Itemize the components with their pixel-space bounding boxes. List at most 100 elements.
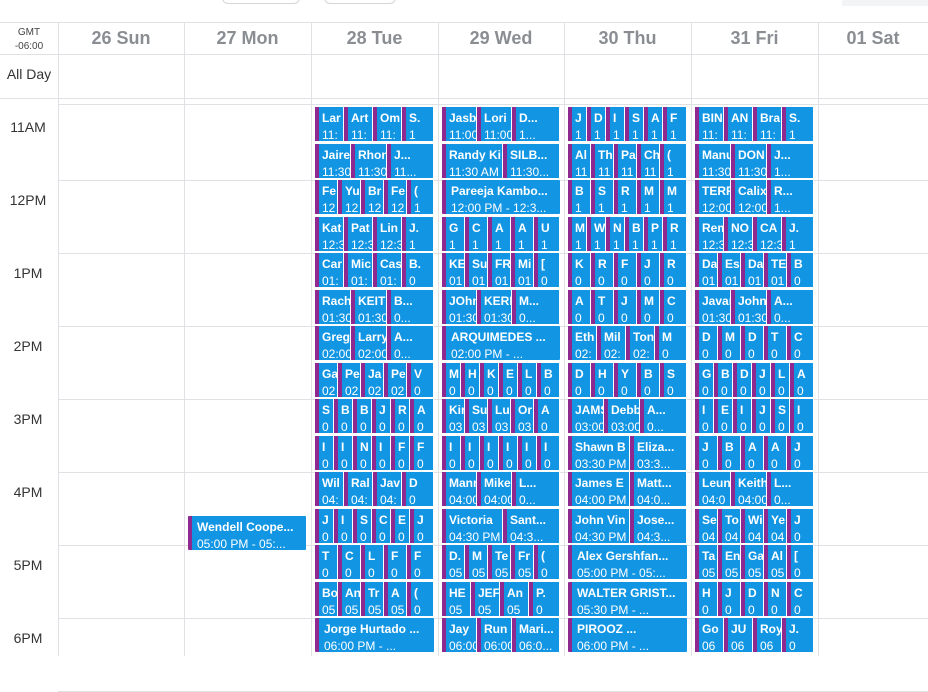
event-thu-1-0[interactable]: Al 11 <box>568 143 591 178</box>
event-fri-4-3[interactable]: TE 01 <box>764 253 787 287</box>
event-tue-13-2[interactable]: Tr 05 <box>361 581 384 616</box>
event-wed-4-0[interactable]: KE 01 <box>442 253 465 287</box>
event-tue-6-1[interactable]: Larry 02:00 <box>351 326 387 360</box>
event-fri-2-1[interactable]: Calix 12:00 <box>731 180 767 214</box>
event-thu-14-0[interactable]: PIROOZ ... 06:00 PM - ... <box>568 618 687 652</box>
event-fri-3-2[interactable]: CA 12:3 <box>753 216 782 251</box>
event-tue-0-0[interactable]: Lar 11: <box>315 107 344 141</box>
event-fri-3-3[interactable]: J. 1 <box>782 216 814 251</box>
event-wed-14-1[interactable]: Run 06:00 <box>477 618 512 652</box>
event-fri-12-0[interactable]: Ta 05 <box>695 545 718 579</box>
event-wed-14-0[interactable]: Jay 06:00 <box>442 618 477 652</box>
event-fri-12-4[interactable]: [0 <box>787 545 814 579</box>
event-fri-3-1[interactable]: NO 12:3 <box>724 216 753 251</box>
event-fri-4-0[interactable]: Da 01 <box>695 253 718 287</box>
event-mon-0[interactable]: Wendell Coope... 05:00 PM - 05:... <box>188 516 306 550</box>
event-fri-10-1[interactable]: Keith 04:00 <box>731 472 767 506</box>
event-tue-6-2[interactable]: A... 0... <box>387 326 434 360</box>
toolbar-button-right[interactable] <box>324 0 396 4</box>
event-wed-13-3[interactable]: P. 0 <box>529 581 560 616</box>
event-thu-12-0[interactable]: Alex Gershfan... 05:00 PM - 05:... <box>568 545 687 579</box>
event-tue-5-2[interactable]: B... 0... <box>387 289 434 324</box>
event-wed-4-1[interactable]: Su 01 <box>465 253 488 287</box>
event-tue-3-3[interactable]: J. 1 <box>402 216 434 251</box>
event-fri-10-2[interactable]: L... 0... <box>767 472 814 506</box>
event-wed-10-2[interactable]: L... 0... <box>512 472 560 506</box>
event-tue-14-0[interactable]: Jorge Hurtado ... 06:00 PM - ... <box>315 618 434 652</box>
day-header-5[interactable]: 31 Fri <box>730 27 779 48</box>
event-wed-13-2[interactable]: An 05 <box>500 581 529 616</box>
event-thu-1-1[interactable]: Th 11 <box>591 143 614 178</box>
event-wed-4-2[interactable]: FR 01 <box>488 253 511 287</box>
event-wed-4-3[interactable]: Mi 01 <box>511 253 534 287</box>
event-tue-2-0[interactable]: Fe 12 <box>315 180 338 214</box>
event-wed-8-2[interactable]: Lu 03 <box>488 399 511 433</box>
event-tue-5-0[interactable]: Rach 01:30 <box>315 289 351 324</box>
event-tue-13-4[interactable]: (0 <box>407 581 434 616</box>
event-tue-0-2[interactable]: Om 11: <box>373 107 402 141</box>
event-tue-1-2[interactable]: J... 11... <box>387 143 434 178</box>
event-tue-10-2[interactable]: Jav 04: <box>373 472 402 506</box>
event-tue-13-1[interactable]: An 05 <box>338 581 361 616</box>
event-fri-4-1[interactable]: Es 01 <box>718 253 741 287</box>
event-fri-2-0[interactable]: TERR 12:00 <box>695 180 731 214</box>
event-fri-14-2[interactable]: Roy 06 <box>753 618 782 652</box>
event-wed-10-0[interactable]: Mann 04:00 <box>442 472 477 506</box>
event-tue-10-1[interactable]: Ral 04: <box>344 472 373 506</box>
event-fri-14-3[interactable]: J. 0 <box>782 618 814 652</box>
event-tue-4-1[interactable]: Mic 01: <box>344 253 373 287</box>
event-thu-6-2[interactable]: Ton 02: <box>626 326 655 360</box>
event-fri-11-0[interactable]: Se 04 <box>695 508 718 543</box>
event-thu-9-1[interactable]: Eliza... 03:3... <box>630 435 687 470</box>
event-fri-11-3[interactable]: Ye 04 <box>764 508 787 543</box>
day-header-3[interactable]: 29 Wed <box>469 27 533 48</box>
event-tue-6-0[interactable]: Greg 02:00 <box>315 326 351 360</box>
